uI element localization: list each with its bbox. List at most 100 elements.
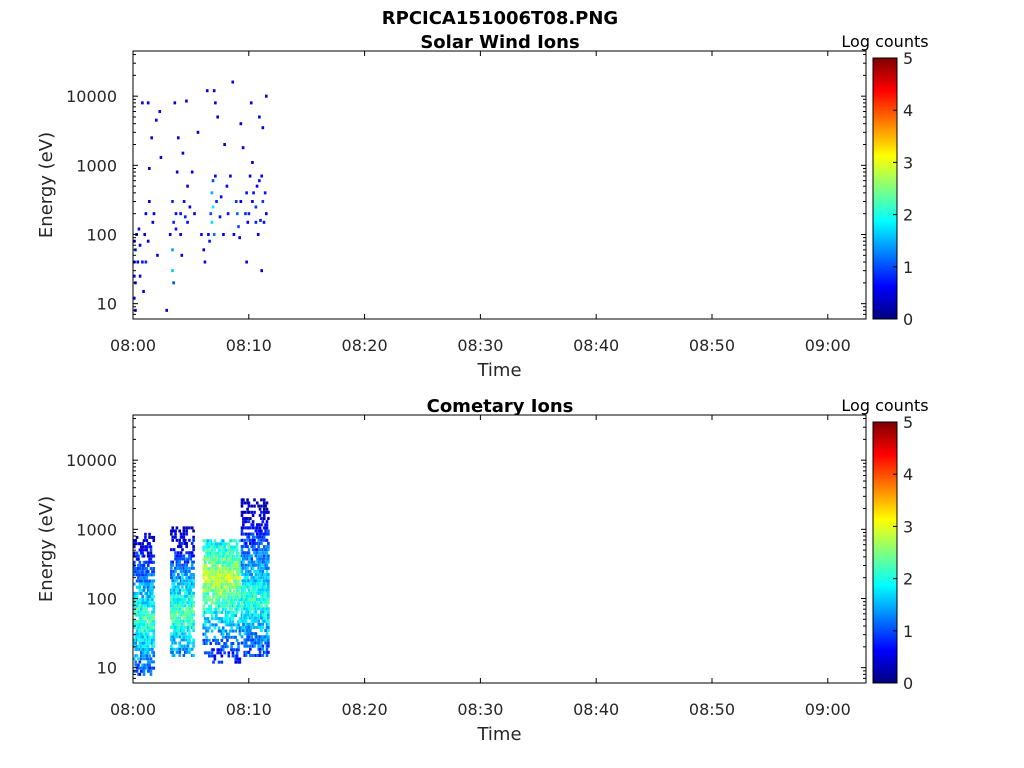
data-cell — [137, 554, 140, 558]
data-cell — [214, 554, 218, 558]
data-cell — [258, 529, 262, 533]
data-cell — [179, 644, 183, 648]
data-cell — [223, 576, 226, 580]
data-cell — [175, 604, 179, 608]
data-cell — [243, 616, 247, 620]
data-cell — [260, 554, 263, 558]
data-cell — [145, 595, 149, 599]
data-cell — [189, 601, 193, 605]
data-cell — [141, 588, 144, 592]
data-cell — [138, 623, 142, 627]
data-cell — [247, 591, 251, 595]
data-cell — [227, 582, 231, 586]
data-cell — [253, 569, 256, 573]
data-cell — [260, 498, 263, 502]
data-cell — [178, 582, 181, 586]
data-cell — [190, 597, 194, 601]
data-cell — [192, 554, 195, 558]
data-cell — [192, 535, 195, 539]
colorbar-tick-label: 1 — [903, 258, 913, 277]
data-cell — [243, 501, 247, 505]
data-cell — [144, 607, 147, 611]
data-cell — [233, 589, 236, 593]
data-cell — [235, 551, 239, 555]
spectrogram-cells — [133, 80, 268, 312]
data-cell — [220, 585, 224, 589]
data-cell — [152, 539, 156, 543]
data-cell — [258, 585, 262, 589]
data-cell — [210, 601, 214, 605]
data-cell — [183, 625, 187, 629]
data-cell — [247, 625, 251, 629]
data-cell — [226, 632, 229, 636]
data-cell — [244, 526, 248, 530]
data-cell — [202, 570, 206, 574]
data-cell — [142, 669, 146, 673]
data-cell — [244, 212, 247, 216]
data-cell — [192, 604, 195, 608]
data-cell — [212, 654, 215, 658]
data-cell — [182, 526, 186, 530]
data-cell — [221, 626, 225, 630]
data-cell — [237, 561, 240, 565]
data-cell — [230, 635, 233, 639]
data-cell — [178, 576, 181, 580]
data-cell — [246, 557, 249, 561]
data-cell — [148, 582, 151, 586]
colorbar-label: Log counts — [841, 32, 928, 51]
data-cell — [253, 563, 256, 567]
data-cell — [175, 588, 179, 592]
data-cell — [170, 597, 173, 601]
data-cell — [139, 623, 143, 627]
data-cell — [179, 604, 183, 608]
data-cell — [246, 622, 249, 626]
colorbar-tick-label: 3 — [903, 517, 913, 536]
data-cell — [183, 597, 187, 601]
data-cell — [255, 635, 259, 639]
data-cell — [261, 616, 265, 620]
data-cell — [224, 551, 228, 555]
data-cell — [242, 625, 245, 629]
data-cell — [243, 604, 247, 608]
data-cell — [243, 551, 247, 555]
data-cell — [262, 504, 266, 508]
data-cell — [267, 610, 270, 614]
data-cell — [174, 610, 177, 614]
data-cell — [146, 542, 150, 546]
data-cell — [190, 585, 194, 589]
data-cell — [172, 576, 176, 580]
data-cell — [223, 629, 226, 633]
data-cell — [267, 576, 270, 580]
data-cell — [183, 610, 187, 614]
data-cell — [230, 573, 233, 577]
data-cell — [224, 592, 228, 596]
data-cell — [174, 557, 177, 561]
data-cell — [139, 644, 143, 648]
data-cell — [141, 570, 144, 574]
data-cell — [217, 648, 221, 652]
data-cell — [235, 651, 239, 655]
data-cell — [171, 647, 175, 651]
data-cell — [151, 604, 154, 608]
data-cell — [149, 557, 153, 561]
data-cell — [264, 650, 267, 654]
data-cell — [260, 523, 263, 527]
data-cell — [217, 604, 221, 608]
data-cell — [264, 597, 267, 601]
data-cell — [219, 567, 222, 571]
data-cell — [146, 604, 150, 608]
data-cell — [253, 585, 256, 589]
data-cell — [255, 607, 259, 611]
data-cell — [141, 619, 144, 623]
data-cell — [209, 570, 213, 574]
data-cell — [141, 545, 144, 549]
data-cell — [262, 585, 266, 589]
data-cell — [148, 573, 151, 577]
data-cell — [251, 523, 255, 527]
data-cell — [242, 601, 245, 605]
data-cell — [171, 607, 175, 611]
data-cell — [238, 576, 242, 580]
data-cell — [152, 607, 156, 611]
data-cell — [203, 554, 207, 558]
data-cell — [246, 607, 249, 611]
